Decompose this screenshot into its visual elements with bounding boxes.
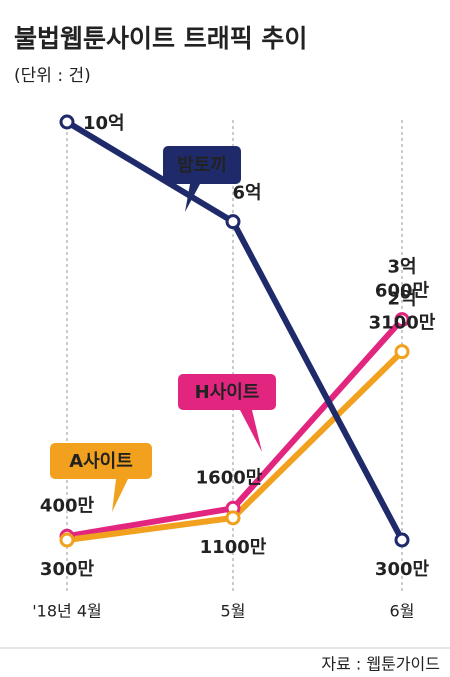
legend-box: [50, 443, 152, 479]
value-label-line: 2억: [387, 289, 416, 310]
value-label-line: 3100만: [369, 313, 436, 334]
value-label-line: 300만: [375, 559, 430, 580]
legend-box: [178, 374, 276, 410]
value-label: 300만: [375, 559, 430, 580]
value-label-line: 300만: [40, 559, 95, 580]
value-label: 1600만: [196, 467, 263, 488]
value-label-line: 10억: [83, 113, 125, 134]
data-point: [59, 114, 75, 130]
x-tick-label: '18년 4월: [32, 602, 101, 621]
legend-label: A사이트: [69, 451, 133, 472]
data-point: [225, 214, 241, 230]
value-label-line: 400만: [40, 495, 95, 516]
value-label: 2억 3100만: [369, 289, 436, 334]
chart-title: 불법웹툰사이트 트래픽 추이: [14, 24, 307, 53]
x-tick-label: 6월: [390, 602, 415, 621]
legend-box: [163, 146, 241, 184]
data-point: [394, 312, 410, 328]
chart-subtitle: (단위 : 건): [14, 66, 91, 86]
value-label-line: 3억: [387, 257, 416, 278]
value-label: 1100만: [200, 537, 267, 558]
value-label: 300만: [40, 559, 95, 580]
data-point: [394, 344, 410, 360]
legend-pointer: [185, 184, 200, 212]
legend-label: 밤토끼: [177, 155, 227, 176]
data-point: [225, 510, 241, 526]
value-label-line: 1600만: [196, 467, 263, 488]
legend-label: H사이트: [195, 382, 260, 403]
source: 자료 : 웹툰가이드: [321, 655, 440, 674]
value-label: 3억 600만: [375, 257, 430, 302]
value-label-line: 6억: [232, 183, 261, 204]
x-tick-label: 5월: [221, 602, 246, 621]
legend-pointer: [112, 479, 128, 512]
value-label-line: 1100만: [200, 537, 267, 558]
data-point: [59, 532, 75, 548]
data-point: [394, 532, 410, 548]
value-label: 400만: [40, 495, 95, 516]
value-label: 6억: [232, 183, 261, 204]
value-label: 10억: [83, 113, 125, 134]
legend-pointer: [240, 410, 262, 452]
value-label-line: 600만: [375, 281, 430, 302]
